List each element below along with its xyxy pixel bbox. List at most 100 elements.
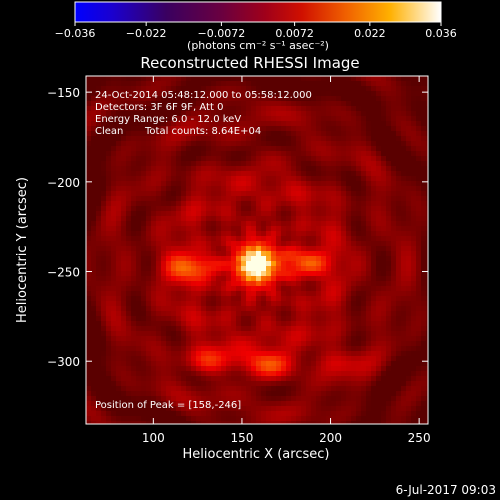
heatmap-pixel [121,361,126,366]
heatmap-pixel [116,166,121,171]
heatmap-pixel [231,326,236,331]
heatmap-pixel [186,336,191,341]
heatmap-pixel [401,361,406,366]
heatmap-pixel [261,241,266,246]
heatmap-pixel [366,206,371,211]
heatmap-pixel [391,266,396,271]
heatmap-pixel [211,411,216,416]
heatmap-pixel [91,211,96,216]
heatmap-pixel [381,366,386,371]
heatmap-pixel [191,231,196,236]
heatmap-pixel [316,286,321,291]
heatmap-pixel [401,106,406,111]
heatmap-pixel [131,91,136,96]
heatmap-pixel [106,356,111,361]
heatmap-pixel [111,166,116,171]
heatmap-pixel [206,386,211,391]
heatmap-pixel [146,351,151,356]
heatmap-pixel [146,111,151,116]
heatmap-pixel [251,206,256,211]
heatmap-pixel [271,346,276,351]
heatmap-pixel [346,246,351,251]
heatmap-pixel [416,341,421,346]
heatmap-pixel [346,366,351,371]
heatmap-pixel [171,236,176,241]
heatmap-pixel [261,416,266,421]
heatmap-pixel [166,236,171,241]
heatmap-pixel [96,241,101,246]
heatmap-pixel [381,361,386,366]
heatmap-pixel [126,171,131,176]
heatmap-pixel [276,211,281,216]
heatmap-pixel [106,371,111,376]
heatmap-pixel [186,326,191,331]
heatmap-pixel [351,141,356,146]
heatmap-pixel [136,186,141,191]
heatmap-pixel [396,326,401,331]
heatmap-pixel [271,216,276,221]
heatmap-pixel [376,316,381,321]
heatmap-pixel [291,306,296,311]
heatmap-pixel [346,371,351,376]
heatmap-pixel [206,236,211,241]
heatmap-pixel [101,406,106,411]
heatmap-pixel [116,141,121,146]
heatmap-pixel [331,421,336,424]
heatmap-pixel [246,366,251,371]
heatmap-pixel [136,266,141,271]
heatmap-pixel [106,181,111,186]
heatmap-pixel [346,216,351,221]
heatmap-pixel [266,411,271,416]
heatmap-pixel [326,86,331,91]
heatmap-pixel [136,201,141,206]
heatmap-pixel [366,81,371,86]
heatmap-pixel [416,216,421,221]
heatmap-pixel [266,91,271,96]
heatmap-pixel [91,181,96,186]
heatmap-pixel [186,221,191,226]
heatmap-pixel [376,421,381,424]
heatmap-pixel [196,371,201,376]
heatmap-pixel [311,306,316,311]
heatmap-pixel [241,236,246,241]
heatmap-pixel [96,161,101,166]
heatmap-pixel [126,176,131,181]
heatmap-pixel [176,86,181,91]
heatmap-pixel [141,376,146,381]
heatmap-pixel [411,381,416,386]
heatmap-pixel [181,381,186,386]
heatmap-pixel [366,241,371,246]
heatmap-pixel [301,176,306,181]
heatmap-pixel [321,386,326,391]
heatmap-pixel [246,391,251,396]
heatmap-pixel [306,261,311,266]
heatmap-pixel [336,311,341,316]
heatmap-pixel [201,251,206,256]
heatmap-pixel [176,76,181,81]
heatmap-pixel [256,391,261,396]
heatmap-pixel [231,181,236,186]
heatmap-pixel [146,141,151,146]
heatmap-pixel [281,301,286,306]
heatmap-pixel [356,206,361,211]
heatmap-pixel [166,356,171,361]
heatmap-pixel [326,326,331,331]
heatmap-pixel [236,241,241,246]
heatmap-pixel [221,166,226,171]
heatmap-pixel [406,211,411,216]
heatmap-pixel [341,381,346,386]
heatmap-pixel [276,396,281,401]
heatmap-pixel [206,226,211,231]
heatmap-pixel [256,211,261,216]
heatmap-pixel [211,356,216,361]
heatmap-pixel [311,166,316,171]
heatmap-pixel [181,391,186,396]
heatmap-pixel [296,421,301,424]
heatmap-pixel [136,326,141,331]
heatmap-pixel [101,286,106,291]
heatmap-pixel [251,196,256,201]
heatmap-pixel [421,206,426,211]
heatmap-pixel [131,216,136,221]
heatmap-pixel [236,196,241,201]
heatmap-pixel [171,371,176,376]
